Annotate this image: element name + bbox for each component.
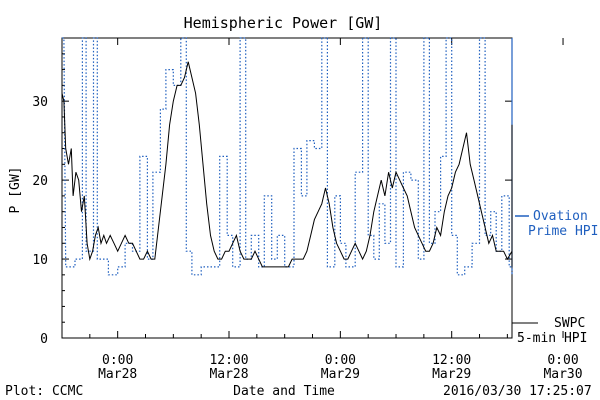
legend: Ovation Prime HPI SWPC 5-min HPI — [512, 209, 598, 346]
x-tick-label-time: 12:00 — [209, 353, 248, 368]
y-tick-label: 20 — [32, 174, 48, 189]
y-tick-label: 10 — [32, 253, 48, 268]
x-tick-label-date: Mar28 — [209, 367, 248, 382]
x-axis-label: Date and Time — [233, 384, 335, 399]
x-tick-label-date: Mar29 — [321, 367, 360, 382]
series-line-swpc-5-min-hpi — [61, 61, 513, 268]
legend-label-ovation-line2: Prime HPI — [528, 224, 598, 239]
x-tick-label-date: Mar28 — [98, 367, 137, 382]
plot-credit: Plot: CCMC — [5, 384, 83, 399]
series-layer — [61, 37, 513, 276]
legend-label-swpc-line1: SWPC — [554, 316, 585, 331]
x-tick-label-date: Mar29 — [432, 367, 471, 382]
legend-label-ovation-line1: Ovation — [533, 209, 588, 224]
x-tick-label-time: 0:00 — [102, 353, 133, 368]
x-axis-ticks: 0:00Mar2812:00Mar280:00Mar2912:00Mar290:… — [61, 38, 583, 382]
series-line-ovation-prime-hpi — [62, 37, 513, 276]
plot-timestamp: 2016/03/30 17:25:07 — [443, 384, 592, 399]
x-tick-label-time: 0:00 — [547, 353, 578, 368]
x-tick-label-time: 0:00 — [325, 353, 356, 368]
y-tick-label: 30 — [32, 95, 48, 110]
chart-title: Hemispheric Power [GW] — [184, 14, 383, 32]
x-tick-label-date: Mar30 — [543, 367, 582, 382]
plot-frame — [61, 37, 513, 339]
y-axis-label: P [GW] — [8, 167, 23, 214]
y-axis-ticks: 0 10 20 30 — [32, 53, 512, 347]
y-tick-label: 0 — [40, 332, 48, 347]
legend-label-swpc-line2: 5-min HPI — [517, 331, 587, 346]
x-tick-label-time: 12:00 — [432, 353, 471, 368]
